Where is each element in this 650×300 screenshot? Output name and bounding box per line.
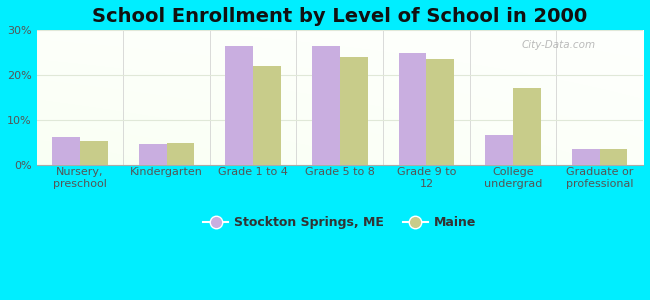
Bar: [139, 144, 166, 164]
Bar: [513, 88, 541, 164]
Bar: [486, 135, 513, 164]
Bar: [572, 149, 600, 164]
Text: City-Data.com: City-Data.com: [522, 40, 596, 50]
Bar: [226, 46, 253, 164]
Legend: Stockton Springs, ME, Maine: Stockton Springs, ME, Maine: [198, 211, 482, 234]
Bar: [398, 52, 426, 164]
Bar: [426, 59, 454, 164]
Bar: [253, 66, 281, 164]
Title: School Enrollment by Level of School in 2000: School Enrollment by Level of School in …: [92, 7, 588, 26]
Bar: [340, 57, 367, 164]
Bar: [600, 149, 627, 164]
Bar: [80, 141, 108, 164]
Bar: [52, 137, 80, 164]
Bar: [166, 143, 194, 164]
Bar: [312, 46, 340, 164]
